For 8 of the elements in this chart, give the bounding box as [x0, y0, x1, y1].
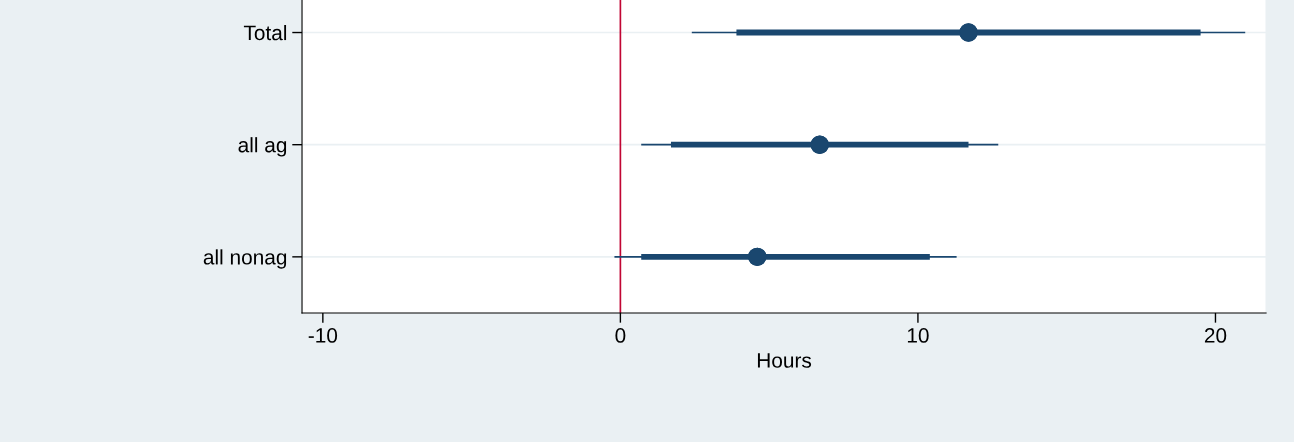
x-tick-label: 20	[1204, 328, 1227, 343]
y-tick-label: all nonag	[203, 249, 287, 269]
x-tick-label: 0	[615, 328, 626, 343]
x-axis-title: Hours	[757, 353, 812, 368]
x-tick-label: -10	[308, 328, 338, 343]
y-tick-label: all ag	[238, 137, 287, 157]
y-tick-label: Total	[243, 24, 287, 41]
x-tick-label: 10	[907, 328, 929, 343]
